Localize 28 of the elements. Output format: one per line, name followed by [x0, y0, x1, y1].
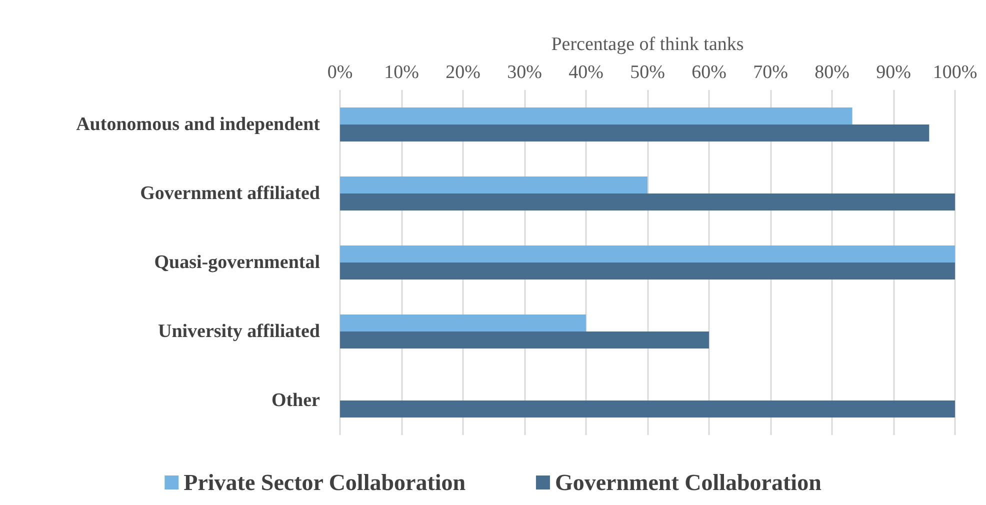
bar — [340, 194, 955, 210]
x-tick-label: 10% — [384, 62, 420, 83]
bar — [340, 176, 648, 194]
bar — [340, 124, 930, 142]
y-tick-label: University affiliated — [158, 321, 320, 342]
x-tick-label: 30% — [507, 62, 542, 83]
x-tick-label: 90% — [876, 62, 912, 83]
bar — [340, 332, 709, 348]
x-tick-label: 20% — [446, 62, 481, 83]
y-tick-label: Government affiliated — [140, 183, 320, 204]
x-tick-label: 60% — [692, 62, 727, 83]
x-tick-label: 70% — [753, 62, 788, 83]
x-tick-label: 80% — [814, 62, 850, 83]
bar — [340, 262, 955, 280]
legend-label: Government Collaboration — [554, 470, 822, 495]
y-tick-label: Quasi-governmental — [154, 252, 320, 273]
x-tick-label: 100% — [932, 62, 978, 83]
y-tick-label: Autonomous and independent — [76, 114, 321, 135]
bar — [340, 314, 586, 332]
x-tick-label: 40% — [568, 62, 604, 83]
y-tick-label: Other — [271, 390, 321, 411]
legend-label: Private Sector Collaboration — [184, 470, 466, 495]
bar — [340, 246, 955, 262]
x-axis-title: Percentage of think tanks — [551, 34, 744, 55]
x-tick-label: 50% — [630, 62, 666, 83]
bar — [340, 108, 852, 124]
bar — [340, 400, 955, 418]
x-tick-label: 0% — [327, 62, 353, 83]
